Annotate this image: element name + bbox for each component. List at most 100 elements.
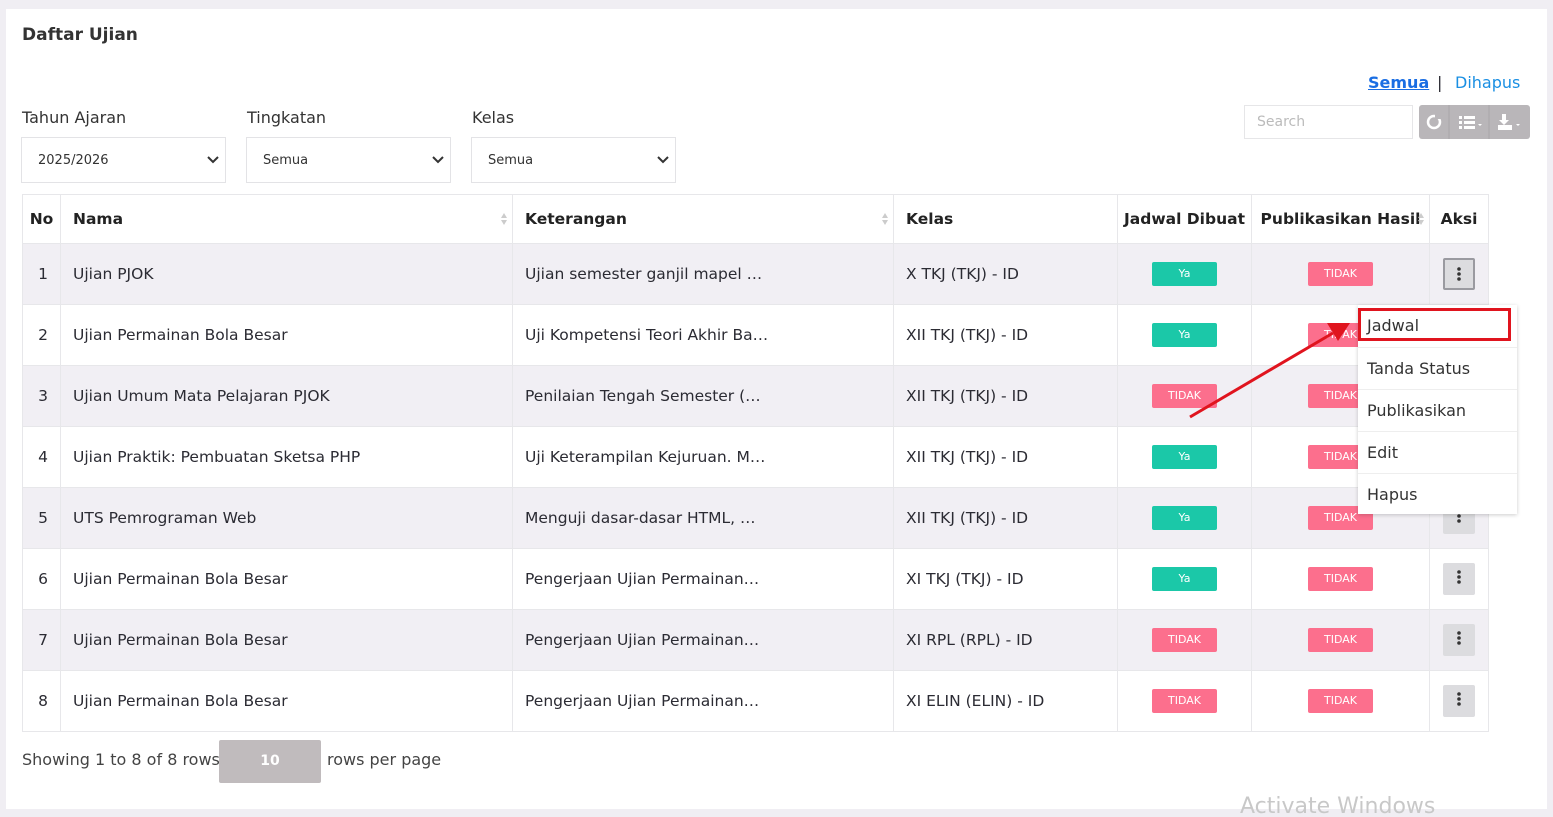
filter-select[interactable]: Semua	[471, 137, 676, 183]
cell-text: Ujian Permainan Bola Besar	[73, 570, 288, 588]
cell-text: Pengerjaan Ujian Permainan…	[525, 631, 760, 649]
cell: Ujian Permainan Bola Besar	[60, 548, 513, 610]
status-badge: Ya	[1152, 323, 1217, 347]
toolbar	[1419, 105, 1530, 139]
exam-table: No Nama Keterangan Kelas Jadwal Dibuat Publik…	[22, 194, 1489, 732]
cell	[1429, 548, 1489, 610]
action-button[interactable]	[1443, 685, 1475, 717]
table-row: 7 Ujian Permainan Bola Besar Pengerjaan Uj…	[22, 609, 1489, 671]
tab-semua[interactable]: Semua	[1368, 73, 1430, 92]
status-badge: TIDAK	[1308, 628, 1373, 652]
filter-label: Kelas	[472, 108, 515, 127]
cell: Ujian Umum Mata Pelajaran PJOK	[60, 365, 513, 427]
columns-button[interactable]	[1459, 116, 1482, 129]
tab-dihapus[interactable]: Dihapus	[1455, 73, 1521, 92]
cell-text: Ujian Permainan Bola Besar	[73, 326, 288, 344]
cell: Pengerjaan Ujian Permainan…	[512, 548, 894, 610]
cell-text: 4	[38, 448, 48, 466]
column-header[interactable]: Nama	[60, 194, 513, 244]
highlight-box	[1358, 308, 1511, 341]
cell: 3	[22, 365, 61, 427]
menu-item[interactable]: Edit	[1358, 431, 1517, 473]
search-input[interactable]: Search	[1244, 105, 1413, 139]
cell-text: 5	[38, 509, 48, 527]
cell: Menguji dasar-dasar HTML, …	[512, 487, 894, 549]
cell: 4	[22, 426, 61, 488]
select-value: Semua	[263, 153, 309, 168]
filter-select[interactable]: 2025/2026	[21, 137, 226, 183]
cell: 6	[22, 548, 61, 610]
cell-text: Pengerjaan Ujian Permainan…	[525, 570, 760, 588]
cell: TIDAK	[1117, 670, 1252, 732]
menu-item[interactable]: Publikasikan	[1358, 389, 1517, 431]
cell-text: UTS Pemrograman Web	[73, 509, 257, 527]
cell-text: 2	[38, 326, 48, 344]
cell: Uji Keterampilan Kejuruan. M…	[512, 426, 894, 488]
cell: XI RPL (RPL) - ID	[893, 609, 1118, 671]
cell: 5	[22, 487, 61, 549]
cell: XII TKJ (TKJ) - ID	[893, 365, 1118, 427]
table-row: 5 UTS Pemrograman Web Menguji dasar-dasar …	[22, 487, 1489, 549]
column-title: Aksi	[1440, 210, 1478, 228]
action-button[interactable]	[1443, 624, 1475, 656]
filter-label: Tahun Ajaran	[22, 108, 127, 127]
status-badge: TIDAK	[1152, 689, 1217, 713]
status-badge: TIDAK	[1152, 384, 1217, 408]
cell: TIDAK	[1117, 609, 1252, 671]
cell-text: Ujian Permainan Bola Besar	[73, 631, 288, 649]
status-badge: Ya	[1152, 567, 1217, 591]
page-size-button[interactable]: 10	[219, 740, 321, 783]
action-button[interactable]	[1443, 563, 1475, 595]
cell: Ya	[1117, 426, 1252, 488]
cell: Ujian semester ganjil mapel …	[512, 243, 894, 305]
status-badge: Ya	[1152, 445, 1217, 469]
cell: Ujian Permainan Bola Besar	[60, 609, 513, 671]
page-title: Daftar Ujian	[22, 25, 138, 45]
column-header: No	[22, 194, 61, 244]
column-header[interactable]: Publikasikan Hasil	[1251, 194, 1430, 244]
cell: Pengerjaan Ujian Permainan…	[512, 670, 894, 732]
select-value: Semua	[488, 153, 534, 168]
cell: TIDAK	[1117, 365, 1252, 427]
pagination-info: Showing 1 to 8 of 8 rows	[22, 750, 220, 769]
cell: UTS Pemrograman Web	[60, 487, 513, 549]
refresh-button[interactable]	[1426, 114, 1442, 130]
cell-text: XII TKJ (TKJ) - ID	[906, 387, 1029, 405]
pagination-suffix: rows per page	[327, 750, 442, 769]
select-value: 2025/2026	[38, 153, 109, 168]
cell-text: Ujian PJOK	[73, 265, 154, 283]
table-row: 2 Ujian Permainan Bola Besar Uji Kompetens…	[22, 304, 1489, 366]
cell	[1429, 609, 1489, 671]
cell: TIDAK	[1251, 243, 1430, 305]
status-badge: TIDAK	[1308, 689, 1373, 713]
cell-text: Uji Kompetensi Teori Akhir Ba…	[525, 326, 769, 344]
cell: XI ELIN (ELIN) - ID	[893, 670, 1118, 732]
column-header: Jadwal Dibuat	[1117, 194, 1252, 244]
export-button[interactable]	[1498, 114, 1520, 130]
table-row: 1 Ujian PJOK Ujian semester ganjil mapel ……	[22, 243, 1489, 305]
cell-text: XII TKJ (TKJ) - ID	[906, 509, 1029, 527]
menu-item[interactable]: Tanda Status	[1358, 347, 1517, 389]
column-title: Nama	[73, 210, 124, 228]
cell: 1	[22, 243, 61, 305]
column-title: Publikasikan Hasil	[1260, 210, 1421, 228]
cell: Ya	[1117, 304, 1252, 366]
table-row: 4 Ujian Praktik: Pembuatan Sketsa PHP Uji …	[22, 426, 1489, 488]
filter-label: Tingkatan	[247, 108, 327, 127]
column-header[interactable]: Keterangan	[512, 194, 894, 244]
menu-item[interactable]: Jadwal	[1367, 316, 1420, 335]
watermark: Activate Windows	[1240, 794, 1436, 817]
column-title: Keterangan	[525, 210, 627, 228]
column-title: Jadwal Dibuat	[1124, 210, 1245, 228]
table-row: 6 Ujian Permainan Bola Besar Pengerjaan Uj…	[22, 548, 1489, 610]
filter-select[interactable]: Semua	[246, 137, 451, 183]
cell: XI TKJ (TKJ) - ID	[893, 548, 1118, 610]
cell: XII TKJ (TKJ) - ID	[893, 426, 1118, 488]
action-button[interactable]	[1443, 258, 1475, 290]
cell: Ujian Permainan Bola Besar	[60, 304, 513, 366]
cell: Ya	[1117, 243, 1252, 305]
cell: Uji Kompetensi Teori Akhir Ba…	[512, 304, 894, 366]
cell-text: XI ELIN (ELIN) - ID	[906, 692, 1045, 710]
menu-item[interactable]: Hapus	[1358, 473, 1517, 515]
cell-text: 8	[38, 692, 48, 710]
